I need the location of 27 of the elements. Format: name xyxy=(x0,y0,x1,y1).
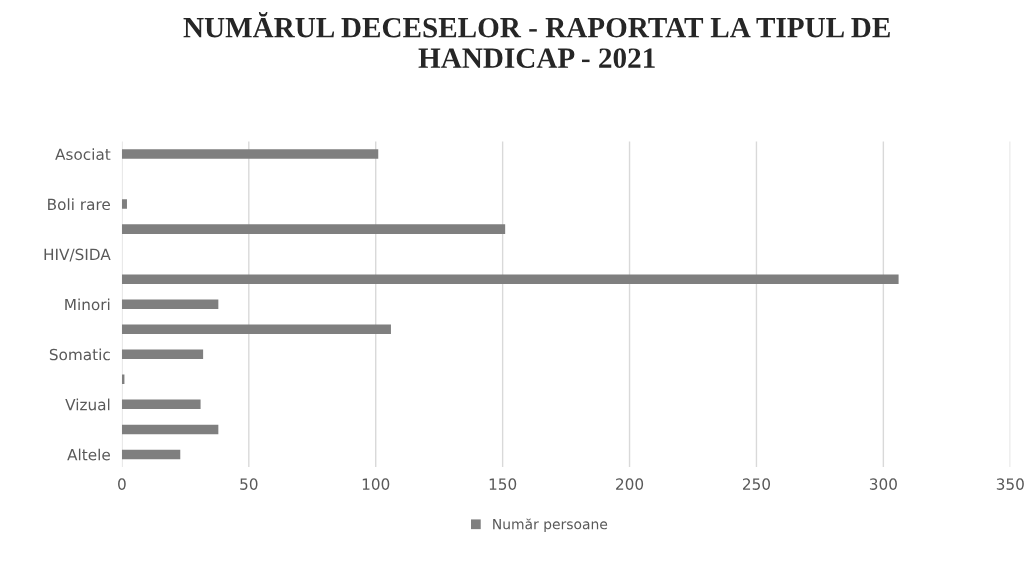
chart-title: NUMĂRUL DECESELOR - RAPORTAT LA TIPUL DE HANDICAP - 2021 xyxy=(183,12,890,68)
y-tick-label: Vizual xyxy=(65,398,110,411)
bar xyxy=(121,299,219,309)
x-tick-label: 200 xyxy=(616,478,644,490)
y-tick-label: HIV/SIDA xyxy=(44,248,111,262)
x-tick-label: 150 xyxy=(489,478,517,490)
x-tick-label: 250 xyxy=(742,478,771,490)
bar xyxy=(121,224,506,234)
bar xyxy=(121,399,201,410)
x-tick-label: 100 xyxy=(362,478,390,490)
legend-label: Număr persoane xyxy=(493,518,608,533)
x-tick-label: 350 xyxy=(996,478,1024,490)
bar xyxy=(121,199,127,209)
bar xyxy=(121,149,379,159)
bar xyxy=(121,449,181,460)
x-tick-label: 0 xyxy=(118,478,126,490)
y-tick-label: Asociat xyxy=(55,148,111,161)
y-tick-label: Somatic xyxy=(49,348,110,361)
bar xyxy=(121,424,219,435)
y-tick-label: Altele xyxy=(67,448,110,461)
y-tick-label: Minori xyxy=(65,298,110,311)
x-tick-label: 300 xyxy=(869,478,897,490)
y-tick-label: Boli rare xyxy=(48,198,110,211)
x-tick-label: 50 xyxy=(240,478,258,490)
bar xyxy=(121,349,204,360)
bar xyxy=(121,274,899,284)
bar xyxy=(121,324,391,335)
